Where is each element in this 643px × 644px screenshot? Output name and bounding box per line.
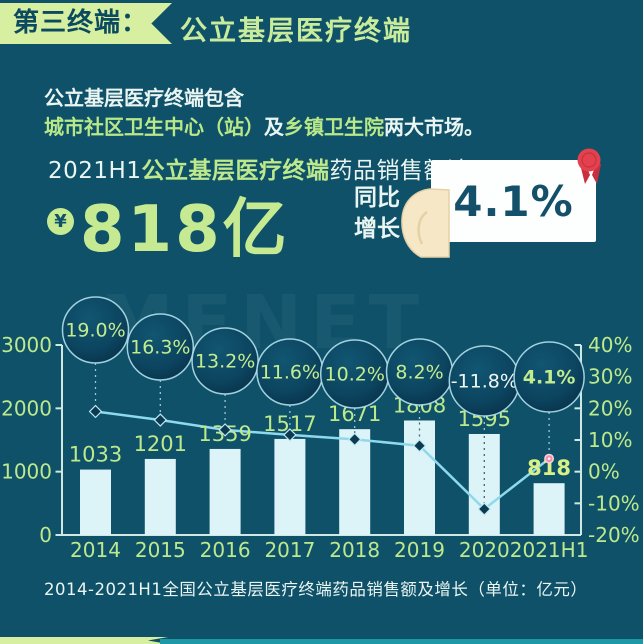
- next-section-banner: [0, 637, 168, 644]
- hand-icon: [401, 188, 450, 258]
- year-label-2020: 2020: [459, 538, 510, 562]
- right-axis-tick-label: -10%: [588, 491, 640, 515]
- line-marker-2017: [283, 428, 297, 442]
- growth-bubble-2015: [126, 313, 195, 381]
- yoy-growth-label: 同比 增长: [354, 183, 400, 245]
- growth-bubble-label-2016: 13.2%: [195, 351, 255, 373]
- intro-term-urban: 城市社区卫生中心（站）: [44, 115, 264, 139]
- section-tag-banner: 第三终端：: [0, 3, 172, 44]
- bar-2016: [209, 448, 241, 535]
- year-label-2014: 2014: [70, 538, 121, 562]
- yoy-label-line1: 同比: [354, 185, 400, 211]
- yoy-label-line2: 增长: [354, 216, 400, 242]
- next-section-strip: [160, 639, 643, 644]
- highlight-sentence: 2021H1公立基层医疗终端药品销售额达: [48, 151, 470, 185]
- line-marker-2020: [477, 502, 492, 516]
- left-axis-tick-label: 2000: [1, 396, 52, 420]
- right-axis-tick-label: 0%: [588, 460, 620, 484]
- bar-2019: [404, 420, 435, 535]
- growth-bubble-label-2018: 10.2%: [325, 364, 385, 386]
- year-label-2016: 2016: [200, 538, 251, 562]
- right-axis-tick-label: 20%: [588, 396, 632, 420]
- growth-bubble-label-2017: 11.6%: [260, 362, 320, 384]
- right-axis-tick-label: 30%: [588, 365, 632, 389]
- yoy-value-card: 4.1%: [431, 160, 596, 242]
- right-axis-tick-label: 10%: [588, 428, 632, 452]
- growth-bubble-label-2021H1: 4.1%: [523, 367, 576, 389]
- line-marker-2018: [347, 432, 362, 447]
- bar-2018: [339, 429, 371, 535]
- intro-line-1: 公立基层医疗终端包含: [44, 86, 244, 110]
- line-marker-2019: [412, 438, 427, 453]
- chart-caption: 2014-2021H1全国公立基层医疗终端药品销售额及增长（单位：亿元）: [44, 580, 588, 599]
- line-marker-2016: [218, 423, 232, 437]
- bar-2021H1: [533, 483, 565, 535]
- left-axis-tick-label: 1000: [1, 460, 52, 484]
- yen-coin-icon: ¥: [47, 208, 74, 235]
- growth-bubble-label-2020: -11.8%: [451, 371, 518, 393]
- growth-bubble-2021H1: [513, 341, 585, 413]
- intro-tail: 两大市场。: [384, 115, 484, 139]
- year-label-2021H1: 2021H1: [510, 538, 589, 562]
- medal-ribbon-icon: [577, 148, 601, 184]
- bar-2014: [80, 469, 111, 535]
- intro-term-township: 乡镇卫生院: [284, 115, 384, 139]
- highlight-term: 公立基层医疗终端: [141, 158, 330, 184]
- line-marker-2015: [153, 413, 168, 427]
- highlight-prefix: 2021H1: [48, 158, 142, 184]
- section-tag-label: 第三终端：: [13, 8, 149, 38]
- right-axis-tick-label: 40%: [588, 333, 632, 357]
- year-label-2019: 2019: [394, 538, 445, 562]
- line-marker-center-dot: [547, 457, 551, 460]
- bar-value-label-2015: 1201: [134, 432, 187, 456]
- intro-paragraph: 公立基层医疗终端包含 城市社区卫生中心（站）及乡镇卫生院两大市场。: [44, 84, 484, 142]
- year-label-2018: 2018: [329, 538, 380, 562]
- right-axis-tick-label: -20%: [588, 523, 640, 547]
- year-label-2015: 2015: [135, 538, 186, 562]
- line-marker-2014: [88, 404, 103, 419]
- growth-bubble-label-2014: 19.0%: [65, 320, 125, 342]
- chart-axes: 0 1000 2000 3000 40% 30% 20% 10% 0% -10% -20%: [1, 333, 640, 547]
- growth-line: [95, 410, 550, 511]
- year-label-2017: 2017: [264, 538, 315, 562]
- growth-bubble-2014: [61, 296, 130, 364]
- growth-bubble-label-2015: 16.3%: [130, 337, 190, 359]
- bar-value-label-2014: 1033: [69, 443, 122, 467]
- growth-bubble-label-2019: 8.2%: [395, 362, 443, 384]
- bar-2017: [274, 438, 306, 535]
- intro-conj: 及: [264, 115, 284, 139]
- page-title: 公立基层医疗终端: [180, 16, 412, 47]
- bar-2015: [144, 458, 176, 535]
- yoy-value: 4.1%: [453, 176, 574, 226]
- intro-line-2: 城市社区卫生中心（站）及乡镇卫生院两大市场。: [44, 113, 484, 142]
- left-axis-tick-label: 3000: [1, 333, 52, 357]
- left-axis-tick-label: 0: [39, 523, 52, 547]
- sales-amount-value: 818亿: [80, 193, 290, 267]
